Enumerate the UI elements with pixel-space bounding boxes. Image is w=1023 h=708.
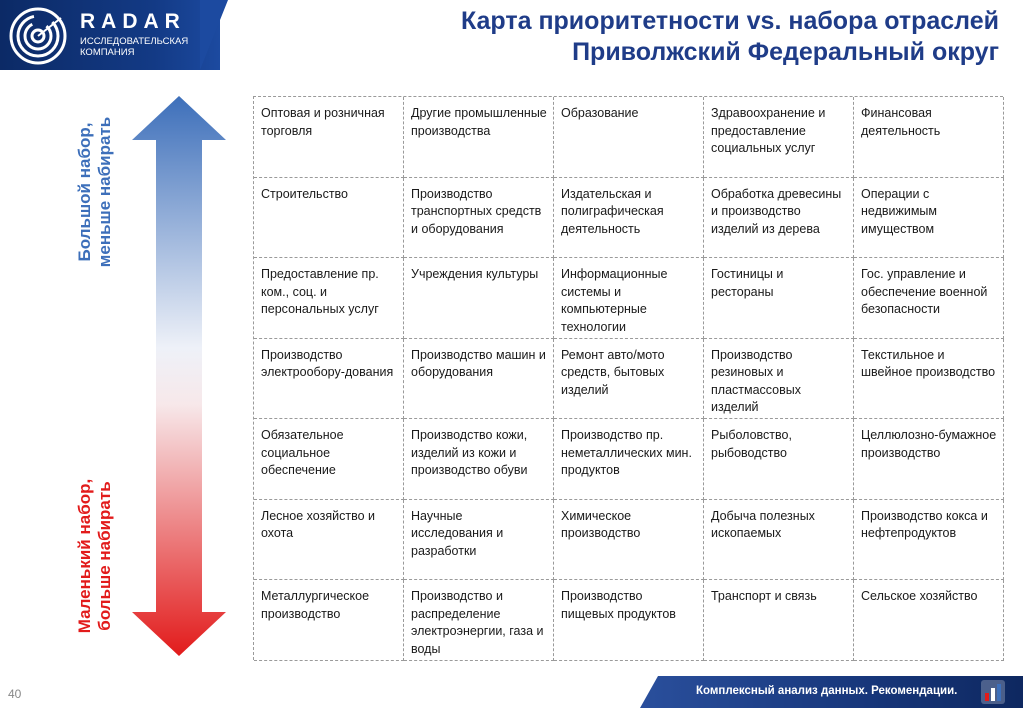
- industry-cell: Ремонт авто/мото средств, бытовых издели…: [554, 338, 704, 419]
- industry-cell: Производство и распределение электроэнер…: [404, 580, 554, 661]
- industry-cell: Строительство: [254, 177, 404, 258]
- page-number: 40: [8, 687, 22, 701]
- page-title: Карта приоритетности vs. набора отраслей…: [461, 6, 999, 68]
- industry-cell: Информационные системы и компьютерные те…: [554, 258, 704, 339]
- industry-cell: Металлургическое производство: [254, 580, 404, 661]
- industry-cell: Научные исследования и разработки: [404, 499, 554, 580]
- industry-cell: Добыча полезных ископаемых: [704, 499, 854, 580]
- footer-bar: [640, 676, 1023, 708]
- title-line-2: Приволжский Федеральный округ: [572, 38, 999, 66]
- double-arrow-icon: [132, 96, 226, 656]
- banner-wedge: [200, 0, 228, 70]
- industry-cell: Текстильное и швейное производство: [854, 338, 1004, 419]
- logo-banner: RADAR ИССЛЕДОВАТЕЛЬСКАЯ КОМПАНИЯ: [0, 0, 220, 70]
- industry-cell: Целлюлозно-бумажное производство: [854, 419, 1004, 500]
- scale-bottom-text: Маленький набор, больше набирать: [75, 478, 114, 634]
- industry-cell: Производство электрообору-дования: [254, 338, 404, 419]
- radar-logo-icon: [9, 7, 67, 65]
- industry-cell: Образование: [554, 97, 704, 178]
- brand-subtitle: ИССЛЕДОВАТЕЛЬСКАЯ КОМПАНИЯ: [80, 36, 189, 58]
- industry-cell: Гостиницы и рестораны: [704, 258, 854, 339]
- industry-cell: Производство транспортных средств и обор…: [404, 177, 554, 258]
- industry-cell: Оптовая и розничная торговля: [254, 97, 404, 178]
- industry-cell: Предоставление пр. ком., соц. и персонал…: [254, 258, 404, 339]
- industry-cell: Обязательное социальное обеспечение: [254, 419, 404, 500]
- industry-cell: Производство резиновых и пластмассовых и…: [704, 338, 854, 419]
- industry-grid: Оптовая и розничная торговля Другие промы…: [253, 96, 1004, 661]
- footer-tagline: Комплексный анализ данных. Рекомендации.: [696, 685, 958, 697]
- industry-cell: Производство пищевых продуктов: [554, 580, 704, 661]
- chart-icon: [981, 680, 1005, 704]
- scale-top-label: Большой набор, меньше набирать: [75, 77, 115, 307]
- industry-cell: Другие промышленные производства: [404, 97, 554, 178]
- industry-cell: Транспорт и связь: [704, 580, 854, 661]
- industry-cell: Производство кожи, изделий из кожи и про…: [404, 419, 554, 500]
- industry-cell: Производство машин и оборудования: [404, 338, 554, 419]
- industry-cell: Финансовая деятельность: [854, 97, 1004, 178]
- industry-cell: Здравоохранение и предоставление социаль…: [704, 97, 854, 178]
- industry-cell: Обработка древесины и производство издел…: [704, 177, 854, 258]
- industry-cell: Рыболовство, рыбоводство: [704, 419, 854, 500]
- industry-cell: Издательская и полиграфическая деятельно…: [554, 177, 704, 258]
- industry-cell: Лесное хозяйство и охота: [254, 499, 404, 580]
- industry-cell: Производство кокса и нефтепродуктов: [854, 499, 1004, 580]
- scale-top-text: Большой набор, меньше набирать: [75, 116, 114, 268]
- industry-cell: Учреждения культуры: [404, 258, 554, 339]
- industry-cell: Операции с недвижимым имуществом: [854, 177, 1004, 258]
- scale-bottom-label: Маленький набор, больше набирать: [75, 411, 115, 701]
- title-line-1: Карта приоритетности vs. набора отраслей: [460, 7, 999, 35]
- industry-cell: Химическое производство: [554, 499, 704, 580]
- industry-cell: Сельское хозяйство: [854, 580, 1004, 661]
- brand-name: RADAR: [80, 10, 186, 33]
- industry-cell: Производство пр. неметаллических мин. пр…: [554, 419, 704, 500]
- industry-cell: Гос. управление и обеспечение военной бе…: [854, 258, 1004, 339]
